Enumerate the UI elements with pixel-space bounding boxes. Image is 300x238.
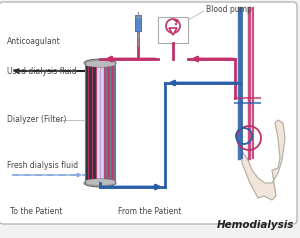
Ellipse shape <box>84 59 116 67</box>
Text: Dialyzer (Filter): Dialyzer (Filter) <box>7 115 66 124</box>
Text: Anticoagulant: Anticoagulant <box>7 38 61 46</box>
Bar <box>85 63 115 183</box>
Ellipse shape <box>84 179 116 187</box>
Bar <box>85 63 95 183</box>
Text: Hemodialysis: Hemodialysis <box>217 220 294 230</box>
Polygon shape <box>240 8 285 200</box>
FancyBboxPatch shape <box>158 17 188 43</box>
Bar <box>97 63 103 183</box>
Bar <box>135 15 141 31</box>
Ellipse shape <box>84 61 116 67</box>
Polygon shape <box>169 28 177 35</box>
Bar <box>104 63 115 183</box>
Circle shape <box>166 19 180 33</box>
Text: To the Patient: To the Patient <box>10 207 62 215</box>
Ellipse shape <box>84 179 116 185</box>
Text: From the Patient: From the Patient <box>118 207 182 215</box>
Circle shape <box>175 23 177 25</box>
Text: Used dialysis fluid: Used dialysis fluid <box>7 68 77 76</box>
Text: Fresh dialysis fluid: Fresh dialysis fluid <box>7 162 78 170</box>
Text: Blood pump: Blood pump <box>206 5 252 15</box>
FancyBboxPatch shape <box>0 2 297 224</box>
